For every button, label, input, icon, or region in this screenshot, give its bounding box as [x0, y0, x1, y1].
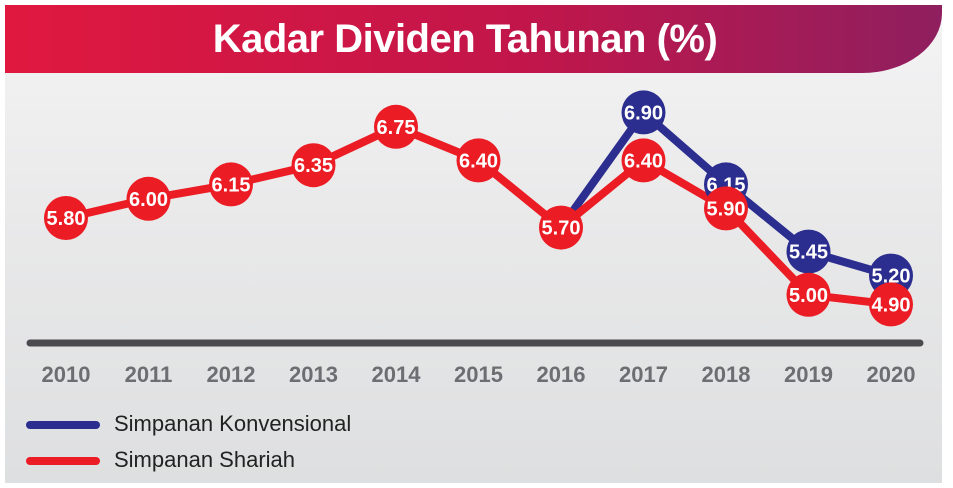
x-tick-label-2016: 2016 — [537, 362, 586, 387]
data-label-konvensional-2020: 5.20 — [872, 266, 911, 288]
chart-background — [5, 5, 942, 483]
data-point-shariah-2011 — [126, 176, 171, 221]
data-point-shariah-2013 — [291, 143, 336, 188]
x-tick-label-2012: 2012 — [207, 362, 256, 387]
data-label-shariah-2011: 6.00 — [129, 189, 168, 211]
data-label-shariah-2016: 5.70 — [542, 218, 581, 240]
x-tick-label-2019: 2019 — [784, 362, 833, 387]
data-label-konvensional-2017: 6.90 — [624, 102, 663, 124]
data-point-shariah-2015 — [456, 138, 501, 183]
data-point-shariah-2016 — [539, 205, 583, 250]
x-tick-label-2018: 2018 — [702, 362, 751, 387]
data-label-konvensional-2019: 5.45 — [789, 242, 828, 264]
data-label-shariah-2017: 6.40 — [624, 150, 663, 172]
x-tick-label-2017: 2017 — [619, 362, 668, 387]
data-label-shariah-2020: 4.90 — [872, 294, 911, 316]
x-tick-label-2010: 2010 — [42, 362, 91, 387]
data-point-shariah-2018 — [704, 186, 748, 231]
data-label-shariah-2018: 5.90 — [707, 198, 746, 220]
data-point-konvensional-2019 — [786, 229, 831, 274]
data-point-shariah-2010 — [44, 196, 88, 240]
data-label-shariah-2012: 6.15 — [212, 174, 251, 196]
x-tick-label-2014: 2014 — [372, 362, 422, 387]
data-label-shariah-2010: 5.80 — [47, 208, 86, 230]
legend-swatch-konvensional — [26, 421, 100, 429]
data-point-shariah-2020 — [869, 282, 913, 327]
data-point-shariah-2017 — [621, 138, 666, 183]
title-banner — [5, 5, 942, 73]
data-point-shariah-2019 — [786, 272, 831, 317]
legend-label-shariah: Simpanan Shariah — [114, 447, 296, 472]
data-point-shariah-2012 — [209, 162, 253, 207]
x-tick-label-2011: 2011 — [125, 362, 173, 387]
legend-label-konvensional: Simpanan Konvensional — [114, 411, 352, 436]
data-label-shariah-2019: 5.00 — [789, 285, 828, 307]
x-tick-label-2020: 2020 — [867, 362, 916, 387]
x-tick-label-2013: 2013 — [289, 362, 338, 387]
data-label-shariah-2014: 6.75 — [377, 117, 416, 139]
x-tick-label-2015: 2015 — [454, 362, 503, 387]
data-label-shariah-2013: 6.35 — [294, 155, 333, 177]
chart-title: Kadar Dividen Tahunan (%) — [212, 17, 718, 61]
legend-swatch-shariah — [26, 457, 100, 465]
data-point-konvensional-2017 — [621, 90, 666, 135]
data-label-shariah-2015: 6.40 — [459, 150, 498, 172]
data-point-shariah-2014 — [374, 104, 418, 149]
